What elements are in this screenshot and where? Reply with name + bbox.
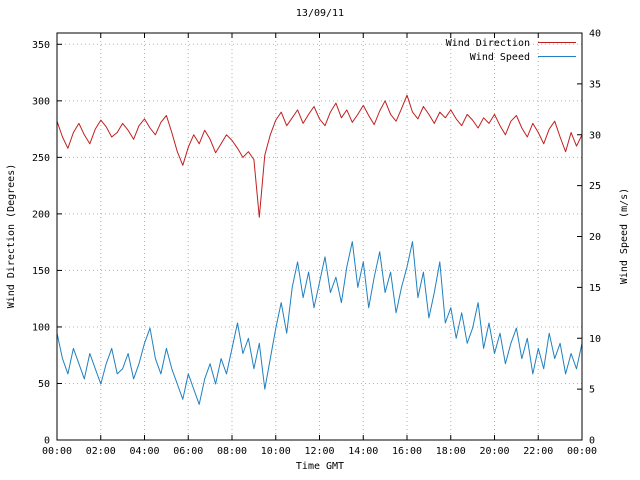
y-right-tick-label: 20 bbox=[589, 232, 601, 243]
x-tick-label: 04:00 bbox=[129, 446, 159, 457]
x-tick-label: 16:00 bbox=[392, 446, 422, 457]
y-right-tick-label: 25 bbox=[589, 181, 601, 192]
x-tick-label: 06:00 bbox=[173, 446, 203, 457]
plot-border bbox=[56, 32, 583, 441]
y-left-tick-label: 200 bbox=[32, 209, 50, 220]
x-tick-label: 02:00 bbox=[86, 446, 116, 457]
y-right-tick-label: 10 bbox=[589, 334, 601, 345]
x-tick-label: 22:00 bbox=[523, 446, 553, 457]
y-right-tick-label: 40 bbox=[589, 29, 601, 40]
x-tick-labels: 00:00 02:00 04:00 06:00 08:00 10:00 12:00 14:00… bbox=[42, 446, 597, 457]
x-tick-label: 12:00 bbox=[304, 446, 334, 457]
y-left-tick-labels: 0 50 100 150 200 250 300 350 bbox=[32, 40, 50, 447]
y-left-tick-label: 250 bbox=[32, 153, 50, 164]
chart-title: 13/09/11 bbox=[296, 8, 344, 19]
series-line-wind-speed bbox=[56, 241, 583, 405]
y-right-tick-label: 0 bbox=[589, 436, 595, 447]
y-left-tick-label: 350 bbox=[32, 40, 50, 51]
legend-label-wind-direction: Wind Direction bbox=[446, 38, 530, 49]
y-right-tick-label: 30 bbox=[589, 130, 601, 141]
x-tick-label: 10:00 bbox=[261, 446, 291, 457]
legend-label-wind-speed: Wind Speed bbox=[470, 52, 530, 63]
legend: Wind Direction Wind Speed bbox=[446, 38, 576, 63]
y-right-axis-label: Wind Speed (m/s) bbox=[619, 188, 630, 284]
y-right-tick-label: 5 bbox=[589, 385, 595, 396]
x-tick-label: 14:00 bbox=[348, 446, 378, 457]
y-left-tick-label: 50 bbox=[38, 379, 50, 390]
y-left-tick-label: 0 bbox=[44, 436, 50, 447]
x-tick-label: 20:00 bbox=[479, 446, 509, 457]
x-tick-label: 00:00 bbox=[567, 446, 597, 457]
x-tick-label: 18:00 bbox=[436, 446, 466, 457]
y-right-tick-label: 15 bbox=[589, 283, 601, 294]
y-right-tick-labels: 0 5 10 15 20 25 30 35 40 bbox=[589, 29, 601, 447]
x-tick-label: 00:00 bbox=[42, 446, 72, 457]
y-right-tick-label: 35 bbox=[589, 79, 601, 90]
x-tick-label: 08:00 bbox=[217, 446, 247, 457]
series-line-wind-direction bbox=[56, 94, 583, 218]
y-left-tick-label: 300 bbox=[32, 96, 50, 107]
gridlines bbox=[57, 33, 582, 440]
y-left-tick-label: 100 bbox=[32, 322, 50, 333]
x-axis-label: Time GMT bbox=[296, 461, 344, 472]
y-left-tick-label: 150 bbox=[32, 266, 50, 277]
y-left-axis-label: Wind Direction (Degrees) bbox=[6, 164, 17, 309]
data-series bbox=[56, 94, 583, 405]
axis-ticks bbox=[56, 32, 583, 441]
